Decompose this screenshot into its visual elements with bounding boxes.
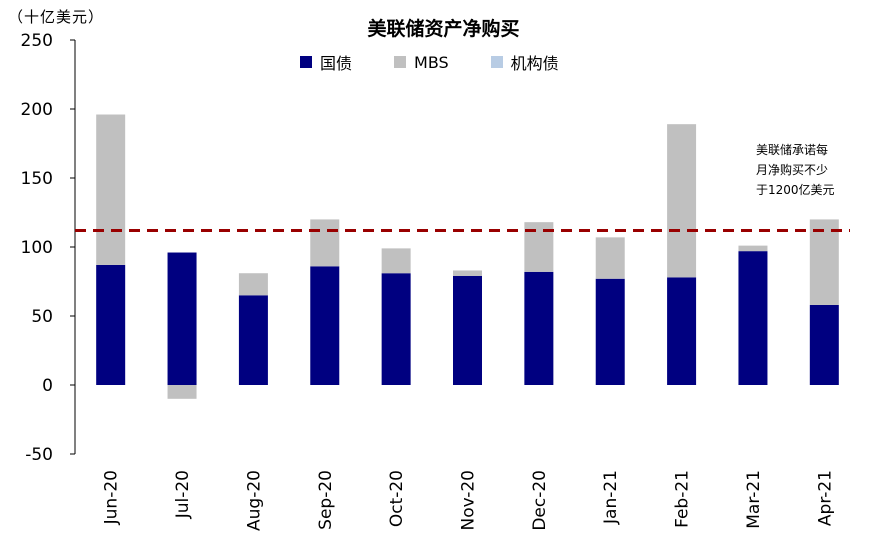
x-tick-label: Aug-20 bbox=[244, 470, 264, 531]
bar-segment bbox=[809, 304, 839, 385]
bar-segment bbox=[667, 277, 697, 385]
bar-segment bbox=[524, 271, 554, 385]
unit-label: （十亿美元） bbox=[8, 8, 105, 26]
x-tick-label: Nov-20 bbox=[459, 470, 479, 531]
bar-segment bbox=[738, 245, 768, 252]
legend: 国债 MBS 机构债 bbox=[300, 50, 559, 74]
legend-label-agency: 机构债 bbox=[510, 54, 559, 73]
legend-label-mbs: MBS bbox=[414, 52, 449, 72]
legend-item-agency: 机构债 bbox=[490, 50, 559, 74]
bar-segment bbox=[595, 237, 625, 279]
bar-segment bbox=[310, 219, 340, 267]
legend-swatch-treasury bbox=[300, 56, 312, 68]
x-tick-label: Jul-20 bbox=[173, 470, 193, 519]
x-tick-label: Feb-21 bbox=[673, 470, 693, 528]
x-tick-label: Mar-21 bbox=[744, 470, 764, 529]
bar-segment bbox=[238, 273, 268, 296]
legend-item-mbs: MBS bbox=[394, 50, 449, 74]
x-tick-label: Jan-21 bbox=[601, 470, 621, 525]
y-tick-label: 200 bbox=[21, 100, 53, 120]
bar-segment bbox=[667, 124, 697, 278]
bar-segment bbox=[96, 264, 126, 385]
y-tick-label: 0 bbox=[42, 376, 53, 396]
legend-label-treasury: 国债 bbox=[320, 54, 353, 73]
x-tick-label: Dec-20 bbox=[530, 470, 550, 531]
y-tick-label: -50 bbox=[25, 445, 53, 465]
bar-segment bbox=[809, 219, 839, 305]
bar-segment bbox=[310, 266, 340, 385]
bar-segment bbox=[595, 278, 625, 385]
bar-segment bbox=[167, 252, 197, 385]
bar-segment bbox=[381, 273, 411, 385]
annotation-line: 美联储承诺每 bbox=[756, 143, 829, 157]
y-tick-label: 150 bbox=[21, 169, 53, 189]
bar-segment bbox=[453, 275, 482, 385]
y-tick-label: 50 bbox=[31, 307, 53, 327]
bar-segment bbox=[453, 270, 482, 276]
legend-swatch-mbs bbox=[394, 56, 407, 68]
bar-segment bbox=[381, 248, 411, 274]
bar-segment bbox=[167, 385, 197, 399]
y-tick-label: 250 bbox=[21, 31, 53, 51]
annotation-note: 美联储承诺每 月净购买不少 于1200亿美元 bbox=[756, 140, 866, 200]
x-tick-label: Apr-21 bbox=[815, 470, 835, 526]
x-tick-label: Jun-20 bbox=[102, 470, 122, 525]
bar-segment bbox=[96, 114, 126, 265]
y-tick-label: 100 bbox=[21, 238, 53, 258]
legend-item-treasury: 国债 bbox=[300, 50, 352, 74]
x-tick-label: Oct-20 bbox=[387, 470, 407, 527]
x-tick-label: Sep-20 bbox=[316, 470, 336, 530]
chart-title: 美联储资产净购买 bbox=[367, 18, 520, 40]
bar-segment bbox=[738, 251, 768, 385]
legend-swatch-agency bbox=[490, 56, 503, 68]
annotation-line: 月净购买不少 bbox=[756, 163, 829, 177]
bar-segment bbox=[238, 295, 268, 385]
annotation-line: 于1200亿美元 bbox=[756, 183, 835, 197]
